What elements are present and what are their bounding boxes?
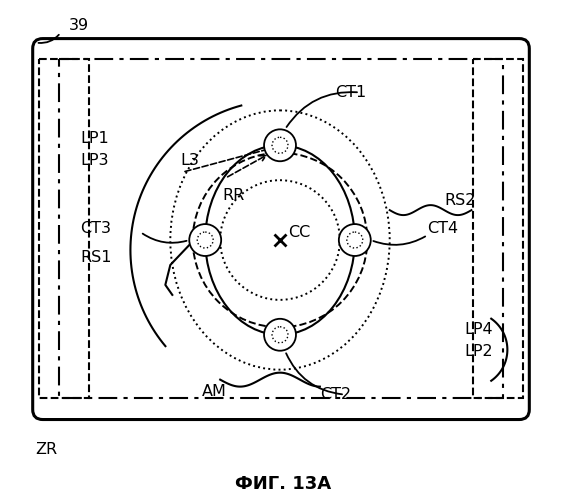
Circle shape — [189, 224, 221, 256]
Circle shape — [272, 138, 288, 154]
Text: LP4: LP4 — [465, 322, 493, 338]
Bar — [474, 58, 524, 398]
Circle shape — [264, 319, 296, 350]
Text: ZR: ZR — [36, 442, 58, 457]
Text: CC: CC — [288, 224, 310, 240]
Text: LP2: LP2 — [465, 344, 493, 359]
Text: RS1: RS1 — [80, 250, 112, 266]
Text: CT1: CT1 — [335, 85, 366, 100]
Text: ФИГ. 13А: ФИГ. 13А — [235, 476, 331, 494]
Text: LP3: LP3 — [80, 153, 109, 168]
Text: CT3: CT3 — [80, 220, 112, 236]
Circle shape — [264, 130, 296, 161]
Text: RR: RR — [222, 188, 245, 202]
Text: 39: 39 — [68, 18, 89, 33]
Bar — [59, 58, 503, 398]
Circle shape — [347, 232, 363, 248]
Circle shape — [197, 232, 213, 248]
Bar — [38, 58, 88, 398]
Text: L3: L3 — [181, 153, 199, 168]
Circle shape — [339, 224, 371, 256]
Text: RS2: RS2 — [444, 192, 476, 208]
Circle shape — [272, 327, 288, 342]
Text: CT4: CT4 — [427, 220, 458, 236]
Text: LP1: LP1 — [80, 131, 109, 146]
Text: AM: AM — [202, 384, 227, 399]
Text: CT2: CT2 — [320, 387, 351, 402]
